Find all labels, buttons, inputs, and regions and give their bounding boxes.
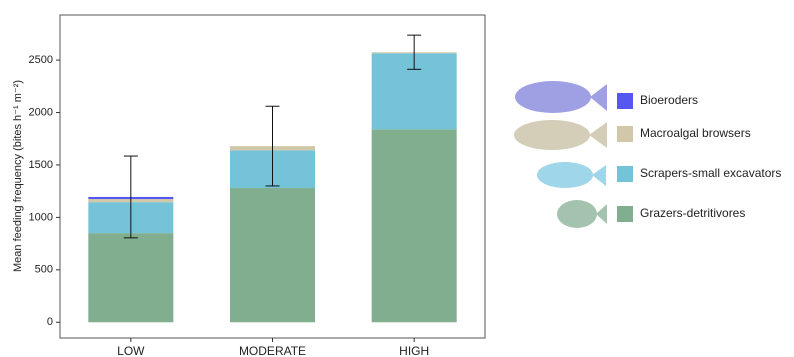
legend-label: Scrapers-small excavators [640, 166, 781, 180]
bar-segment [230, 188, 315, 323]
error-bar [265, 105, 280, 187]
y-tick-label: 0 [47, 316, 53, 328]
x-tick-label: HIGH [399, 344, 429, 357]
y-tick-label: 1000 [29, 211, 53, 223]
fish-icon [590, 84, 607, 111]
x-tick-label: LOW [117, 344, 145, 357]
legend-swatch [617, 93, 633, 109]
fish-icon [537, 162, 593, 188]
bar-segment [88, 233, 174, 323]
fish-icon [557, 200, 597, 228]
bar-segment [371, 129, 457, 323]
x-tick-label: MODERATE [239, 344, 306, 357]
y-tick-label: 1500 [29, 159, 53, 171]
fish-icon [596, 204, 607, 224]
fish-icons [514, 81, 607, 228]
error-bar [123, 155, 138, 239]
legend-label: Bioeroders [640, 93, 698, 107]
y-tick-label: 2500 [29, 54, 53, 66]
legend-label: Grazers-detritivores [640, 206, 745, 220]
legend-swatch [617, 166, 633, 182]
legend-swatch [617, 206, 633, 222]
y-tick-label: 500 [35, 264, 53, 276]
y-axis-title: Mean feeding frequency (bites h⁻¹ m⁻²) [12, 80, 24, 272]
fish-icon [514, 120, 590, 150]
fish-icon [592, 165, 606, 186]
error-bar [407, 34, 422, 70]
fish-icon [589, 122, 607, 148]
fish-icon [515, 81, 591, 113]
legend-swatch [617, 126, 633, 142]
y-tick-label: 2000 [29, 106, 53, 118]
legend-label: Macroalgal browsers [640, 126, 751, 140]
